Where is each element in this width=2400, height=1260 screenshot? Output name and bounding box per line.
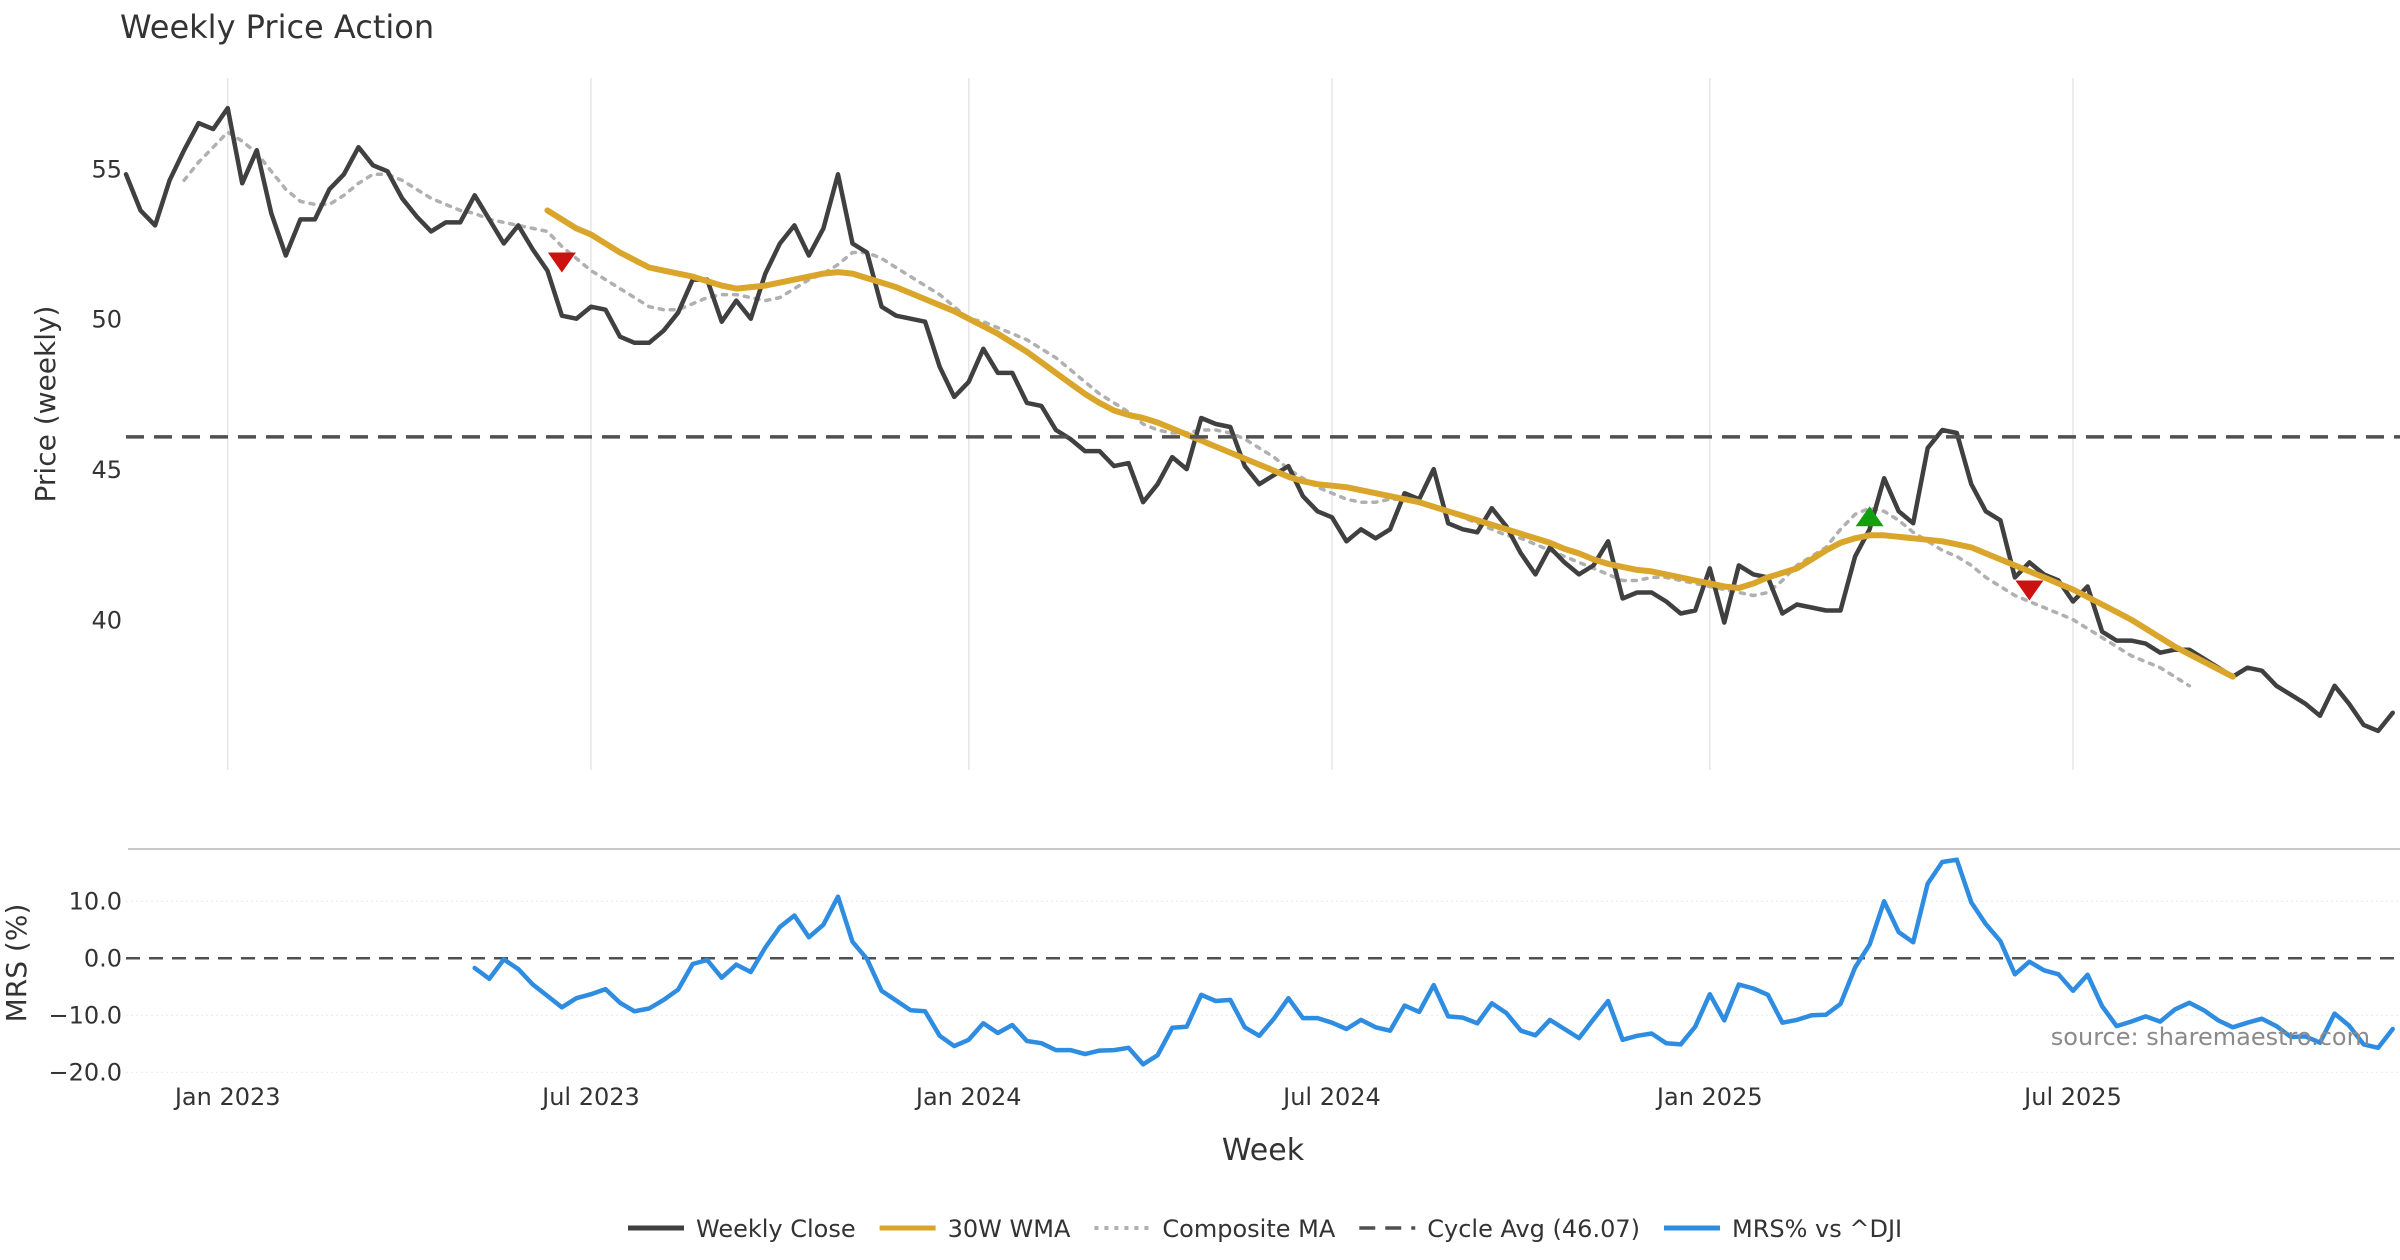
price-y-tick-40: 40 xyxy=(91,607,122,635)
legend-label-0: Weekly Close xyxy=(696,1215,856,1243)
legend: Weekly Close 30W WMA Composite MA Cycle Avg… xyxy=(628,1215,1902,1243)
price-y-tick-45: 45 xyxy=(91,456,122,484)
legend-item-1: 30W WMA xyxy=(879,1215,1071,1243)
legend-label-4: MRS% vs ^DJI xyxy=(1732,1215,1902,1243)
legend-label-2: Composite MA xyxy=(1162,1215,1335,1243)
price-series xyxy=(123,105,2400,734)
mrs-panel: 10.0 0.0 −10.0 −20.0 MRS (%) source: sharem… xyxy=(0,857,2400,1086)
price-gridlines xyxy=(226,78,2074,770)
price-panel: 40 45 50 55 Price (weekly) xyxy=(29,78,2400,770)
mrs-y-tick-2: −10.0 xyxy=(48,1001,122,1029)
signal-markers xyxy=(547,252,2044,601)
x-tick-jul-2025: Jul 2025 xyxy=(2022,1083,2122,1111)
series-weekly-close xyxy=(123,105,2395,734)
x-axis-label: Week xyxy=(1222,1133,1305,1168)
legend-item-2: Composite MA xyxy=(1094,1215,1336,1243)
mrs-y-tick-1: 0.0 xyxy=(84,944,122,972)
mrs-y-tick-3: −20.0 xyxy=(48,1058,122,1086)
sell-signal-marker-2 xyxy=(2015,580,2044,601)
sell-signal-marker-0 xyxy=(547,252,576,273)
x-tick-jul-2024: Jul 2024 xyxy=(1281,1083,1381,1111)
legend-label-1: 30W WMA xyxy=(948,1215,1071,1243)
mrs-y-tick-0: 10.0 xyxy=(69,887,122,915)
source-attribution: source: sharemaestro.com xyxy=(2051,1023,2370,1051)
mrs-y-axis-label: MRS (%) xyxy=(0,904,33,1023)
price-y-ticks: 40 45 50 55 xyxy=(91,155,122,634)
legend-item-0: Weekly Close xyxy=(628,1215,856,1243)
price-y-axis-label: Price (weekly) xyxy=(29,306,62,503)
x-tick-jul-2023: Jul 2023 xyxy=(540,1083,640,1111)
legend-item-3: Cycle Avg (46.07) xyxy=(1359,1215,1640,1243)
price-y-tick-50: 50 xyxy=(91,306,122,334)
x-tick-jan-2024: Jan 2024 xyxy=(914,1083,1022,1111)
series-30w-wma xyxy=(544,207,2236,680)
chart-title: Weekly Price Action xyxy=(120,8,434,46)
legend-label-3: Cycle Avg (46.07) xyxy=(1427,1215,1640,1243)
series-mrs-vs-dji xyxy=(472,857,2395,1067)
x-tick-jan-2023: Jan 2023 xyxy=(173,1083,281,1111)
x-axis-ticks: Jan 2023 Jul 2023 Jan 2024 Jul 2024 Jan 2025… xyxy=(173,1083,2122,1111)
mrs-y-ticks: 10.0 0.0 −10.0 −20.0 xyxy=(48,887,122,1086)
mrs-series xyxy=(472,857,2395,1067)
buy-signal-marker-1 xyxy=(1855,506,1884,527)
legend-item-4: MRS% vs ^DJI xyxy=(1663,1215,1902,1243)
x-tick-jan-2025: Jan 2025 xyxy=(1655,1083,1763,1111)
price-y-tick-55: 55 xyxy=(91,155,122,183)
